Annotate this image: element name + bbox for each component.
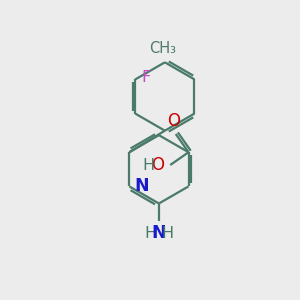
Text: N: N — [135, 177, 149, 195]
Text: H: H — [143, 158, 155, 172]
Text: F: F — [142, 70, 151, 85]
Text: O: O — [167, 112, 180, 130]
Text: H: H — [161, 226, 173, 241]
Text: H: H — [145, 226, 157, 241]
Text: CH₃: CH₃ — [149, 41, 176, 56]
Text: O: O — [151, 156, 164, 174]
Text: N: N — [152, 224, 166, 242]
